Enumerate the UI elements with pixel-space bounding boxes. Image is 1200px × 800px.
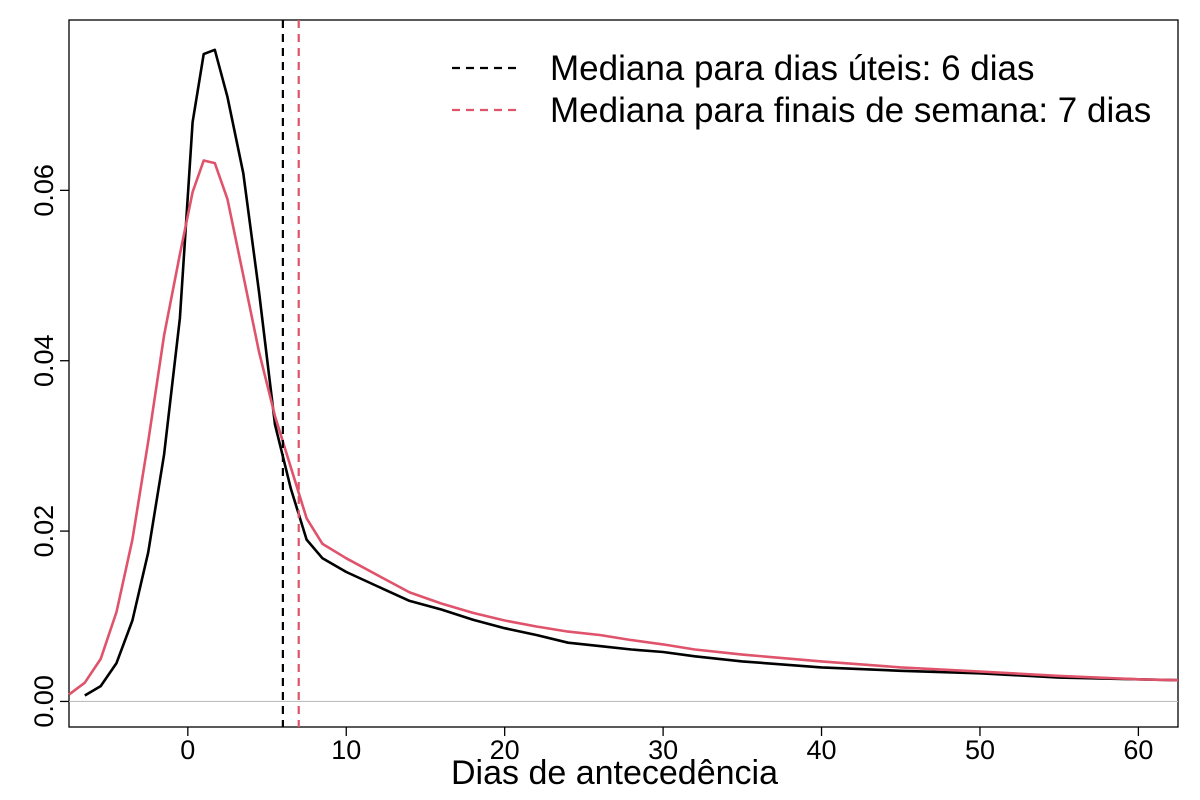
y-tick-label: 0.00 [29, 675, 59, 728]
x-axis-title: Dias de antecedência [451, 754, 778, 792]
x-tick-label: 0 [180, 735, 195, 765]
median-lines-layer [281, 20, 300, 727]
series-line-weekday [84, 48, 1179, 697]
x-tick-label: 60 [1123, 735, 1153, 765]
plot-frame [68, 19, 1179, 728]
y-tick-label: 0.02 [29, 505, 59, 558]
x-tick-label: 10 [331, 735, 361, 765]
x-tick-label: 40 [807, 735, 837, 765]
legend-label-weekend: Mediana para finais de semana: 7 dias [550, 91, 1151, 130]
x-tick-label: 30 [648, 735, 678, 765]
x-tick-label: 20 [490, 735, 520, 765]
x-axis: 0 10 20 30 40 50 60 [180, 727, 1153, 765]
legend-label-weekday: Mediana para dias úteis: 6 dias [550, 49, 1034, 88]
y-tick-label: 0.04 [29, 334, 59, 387]
series-layer [68, 48, 1179, 697]
y-tick-label: 0.06 [29, 164, 59, 217]
x-tick-label: 50 [965, 735, 995, 765]
plot-border [68, 19, 1179, 728]
y-axis: 0.00 0.02 0.04 0.06 [29, 164, 69, 728]
series-line-weekend [68, 159, 1179, 696]
